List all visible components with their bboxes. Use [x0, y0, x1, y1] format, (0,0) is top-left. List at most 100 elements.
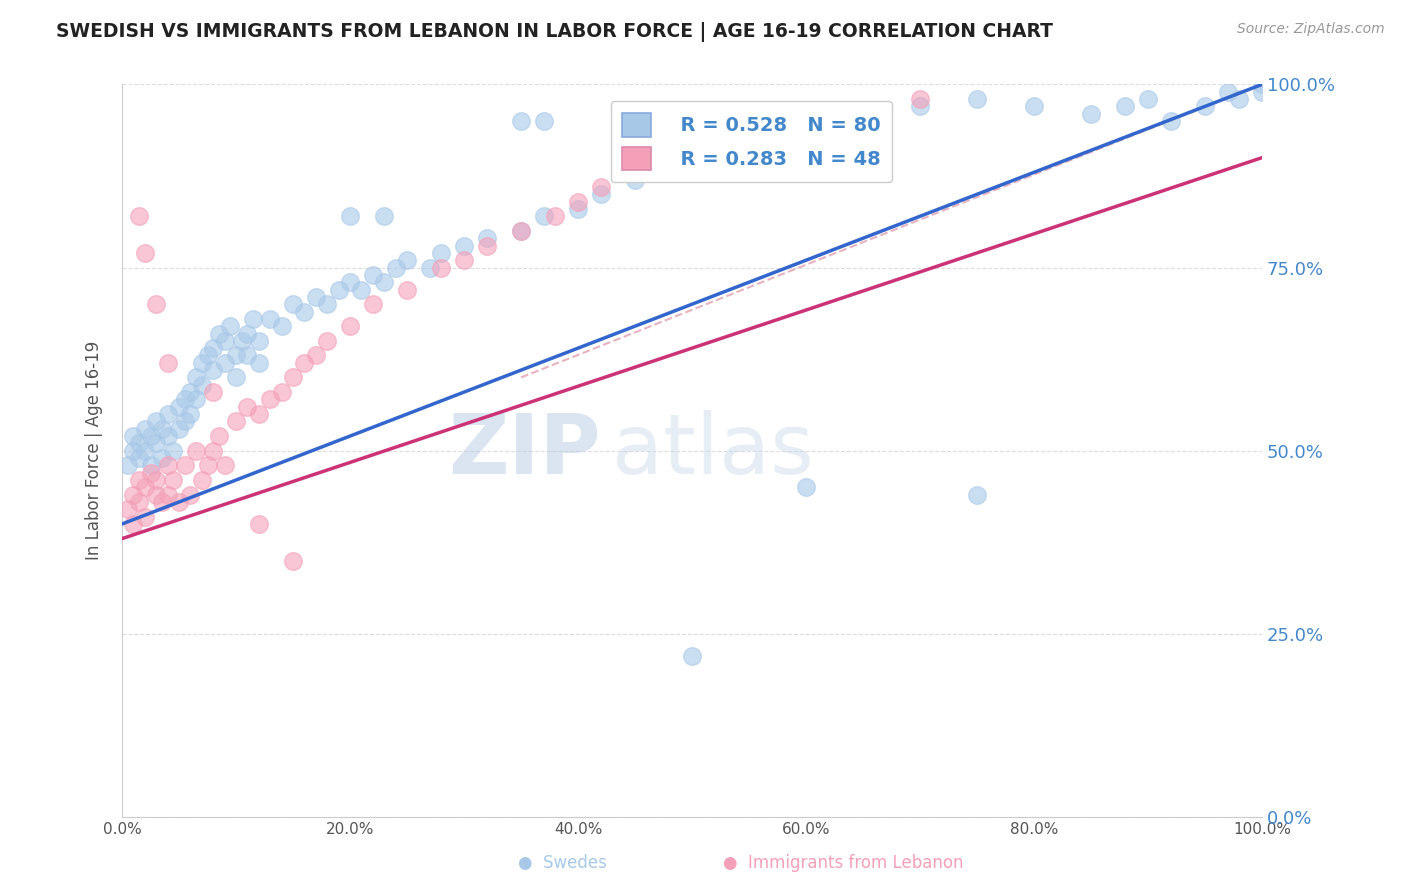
- Point: [225, 349, 247, 363]
- Point: [122, 488, 145, 502]
- Point: [202, 385, 225, 400]
- Point: [510, 224, 533, 238]
- Point: [179, 488, 201, 502]
- Point: [361, 297, 384, 311]
- Point: [328, 283, 350, 297]
- Point: [145, 488, 167, 502]
- Point: [658, 158, 681, 172]
- Point: [202, 443, 225, 458]
- Point: [681, 165, 703, 179]
- Point: [247, 516, 270, 531]
- Point: [128, 495, 150, 509]
- Point: [134, 246, 156, 260]
- Point: [281, 297, 304, 311]
- Point: [162, 443, 184, 458]
- Point: [339, 319, 361, 334]
- Point: [589, 180, 612, 194]
- Point: [305, 290, 328, 304]
- Point: [544, 209, 567, 223]
- Point: [134, 443, 156, 458]
- Point: [1080, 107, 1102, 121]
- Point: [1216, 85, 1239, 99]
- Point: [589, 187, 612, 202]
- Point: [117, 502, 139, 516]
- Point: [794, 121, 817, 136]
- Point: [316, 297, 339, 311]
- Point: [122, 429, 145, 443]
- Y-axis label: In Labor Force | Age 16-19: In Labor Force | Age 16-19: [86, 341, 103, 560]
- Point: [117, 458, 139, 473]
- Point: [247, 407, 270, 421]
- Point: [179, 385, 201, 400]
- Point: [156, 488, 179, 502]
- Point: [150, 422, 173, 436]
- Point: [533, 209, 555, 223]
- Point: [197, 349, 219, 363]
- Point: [156, 429, 179, 443]
- Point: [966, 92, 988, 106]
- Point: [430, 260, 453, 275]
- Point: [150, 495, 173, 509]
- Point: [145, 297, 167, 311]
- Point: [173, 458, 195, 473]
- Point: [128, 436, 150, 450]
- Point: [231, 334, 253, 348]
- Point: [202, 341, 225, 355]
- Point: [156, 458, 179, 473]
- Point: [1194, 99, 1216, 113]
- Point: [510, 114, 533, 128]
- Point: [128, 209, 150, 223]
- Point: [567, 202, 589, 216]
- Point: [197, 458, 219, 473]
- Point: [373, 209, 395, 223]
- Point: [908, 92, 931, 106]
- Point: [270, 385, 292, 400]
- Point: [373, 275, 395, 289]
- Text: atlas: atlas: [612, 410, 814, 491]
- Point: [134, 480, 156, 494]
- Point: [139, 458, 162, 473]
- Point: [453, 238, 475, 252]
- Point: [339, 275, 361, 289]
- Point: [395, 283, 418, 297]
- Point: [173, 414, 195, 428]
- Point: [167, 400, 190, 414]
- Point: [186, 392, 208, 407]
- Point: [453, 253, 475, 268]
- Point: [134, 422, 156, 436]
- Point: [167, 495, 190, 509]
- Point: [533, 114, 555, 128]
- Point: [1022, 99, 1045, 113]
- Point: [908, 99, 931, 113]
- Point: [794, 121, 817, 136]
- Point: [624, 165, 647, 179]
- Point: [214, 458, 236, 473]
- Point: [852, 107, 875, 121]
- Point: [316, 334, 339, 348]
- Point: [1251, 85, 1274, 99]
- Point: [214, 356, 236, 370]
- Point: [179, 407, 201, 421]
- Point: [150, 451, 173, 466]
- Point: [122, 516, 145, 531]
- Point: [259, 392, 281, 407]
- Point: [384, 260, 406, 275]
- Point: [294, 356, 316, 370]
- Point: [567, 194, 589, 209]
- Point: [202, 363, 225, 377]
- Point: [145, 473, 167, 487]
- Point: [167, 422, 190, 436]
- Point: [475, 231, 498, 245]
- Point: [475, 238, 498, 252]
- Text: ●  Swedes: ● Swedes: [517, 855, 607, 872]
- Point: [128, 451, 150, 466]
- Point: [236, 400, 259, 414]
- Point: [361, 268, 384, 282]
- Point: [794, 480, 817, 494]
- Point: [339, 209, 361, 223]
- Point: [1160, 114, 1182, 128]
- Point: [681, 648, 703, 663]
- Point: [139, 429, 162, 443]
- Text: ZIP: ZIP: [449, 410, 600, 491]
- Point: [128, 473, 150, 487]
